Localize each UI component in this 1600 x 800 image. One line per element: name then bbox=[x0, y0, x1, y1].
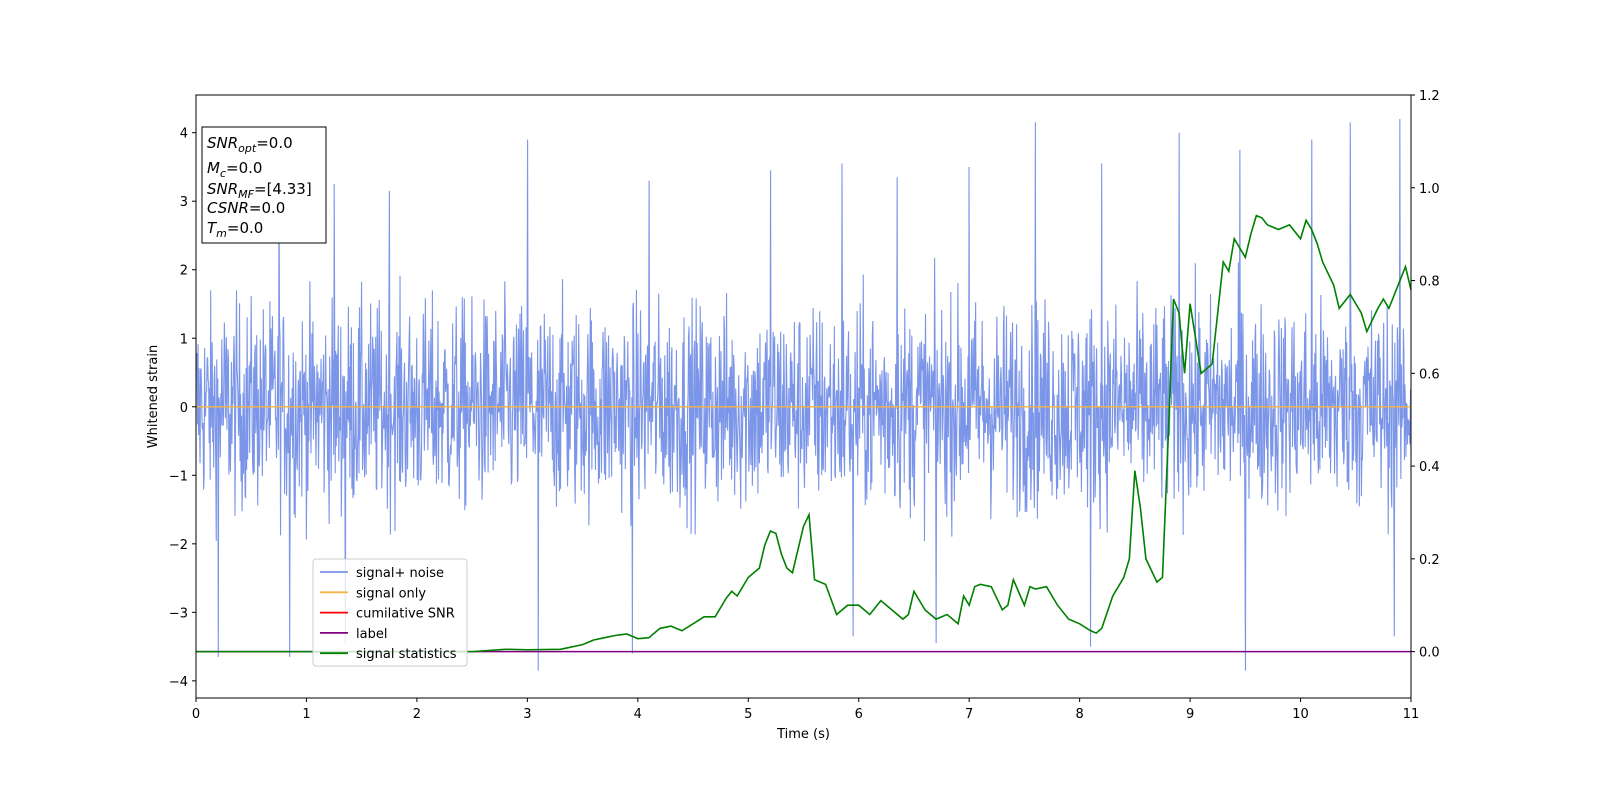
x-tick-label: 7 bbox=[965, 707, 973, 722]
y-right-tick-label: 0.2 bbox=[1419, 553, 1440, 568]
x-tick-label: 5 bbox=[744, 707, 752, 722]
legend-entry: signal+ noise bbox=[356, 566, 444, 581]
x-tick-label: 3 bbox=[523, 707, 531, 722]
legend-frame bbox=[312, 558, 468, 667]
annotation-line: SNRMF=[4.33] bbox=[207, 180, 312, 201]
legend: signal+ noise signal only cumilative SNR la… bbox=[312, 558, 468, 667]
legend-entry: cumilative SNR bbox=[356, 607, 455, 622]
legend-entry: label bbox=[356, 627, 387, 642]
x-tick-label: 8 bbox=[1075, 707, 1083, 722]
x-tick-label: 9 bbox=[1186, 707, 1194, 722]
y-left-tick-label: −2 bbox=[169, 538, 188, 553]
y-left-tick-label: 2 bbox=[180, 264, 188, 279]
y-left-tick-label: 4 bbox=[180, 127, 188, 142]
y-left-tick-label: 3 bbox=[180, 195, 188, 210]
x-tick-label: 0 bbox=[192, 707, 200, 722]
x-axis-label: Time (s) bbox=[776, 727, 830, 742]
x-tick-label: 10 bbox=[1292, 707, 1309, 722]
legend-entry: signal statistics bbox=[356, 647, 457, 662]
y-left-tick-label: −1 bbox=[169, 469, 188, 484]
legend-entry: signal only bbox=[356, 586, 426, 601]
annotation-line: SNRopt=0.0 bbox=[207, 134, 293, 155]
signal-statistics-line bbox=[196, 214, 1412, 653]
y-right-tick-label: 0.8 bbox=[1419, 275, 1440, 290]
y-left-tick-label: 1 bbox=[180, 332, 188, 347]
annotation-line: Mc=0.0 bbox=[207, 159, 262, 180]
y-left-tick-label: −4 bbox=[169, 675, 188, 690]
x-tick-label: 1 bbox=[302, 707, 310, 722]
y-axis-label: Whitened strain bbox=[146, 345, 161, 448]
x-tick-label: 2 bbox=[413, 707, 421, 722]
y-left-tick-label: −3 bbox=[169, 606, 188, 621]
y-right-tick-label: 0.0 bbox=[1419, 646, 1440, 661]
y-right-tick-label: 0.6 bbox=[1419, 367, 1440, 382]
y-right-tick-label: 1.2 bbox=[1419, 89, 1440, 104]
x-tick-label: 11 bbox=[1403, 707, 1420, 722]
x-tick-label: 6 bbox=[855, 707, 863, 722]
axes-frame bbox=[195, 94, 1412, 699]
annotation-line: CSNR=0.0 bbox=[207, 199, 285, 217]
axis-ticks: 0 1 2 3 4 5 6 7 8 9 10 11 −4 −3 −2 −1 0 1 2 3 4 0.0 0.2 0.4 0.6 0… bbox=[169, 89, 1440, 722]
annotation-frame bbox=[201, 126, 327, 244]
annotation-line: Tm=0.0 bbox=[207, 219, 263, 240]
x-tick-label: 4 bbox=[634, 707, 642, 722]
y-right-tick-label: 0.4 bbox=[1419, 460, 1440, 475]
y-right-tick-label: 1.0 bbox=[1419, 182, 1440, 197]
y-left-tick-label: 0 bbox=[180, 401, 188, 416]
